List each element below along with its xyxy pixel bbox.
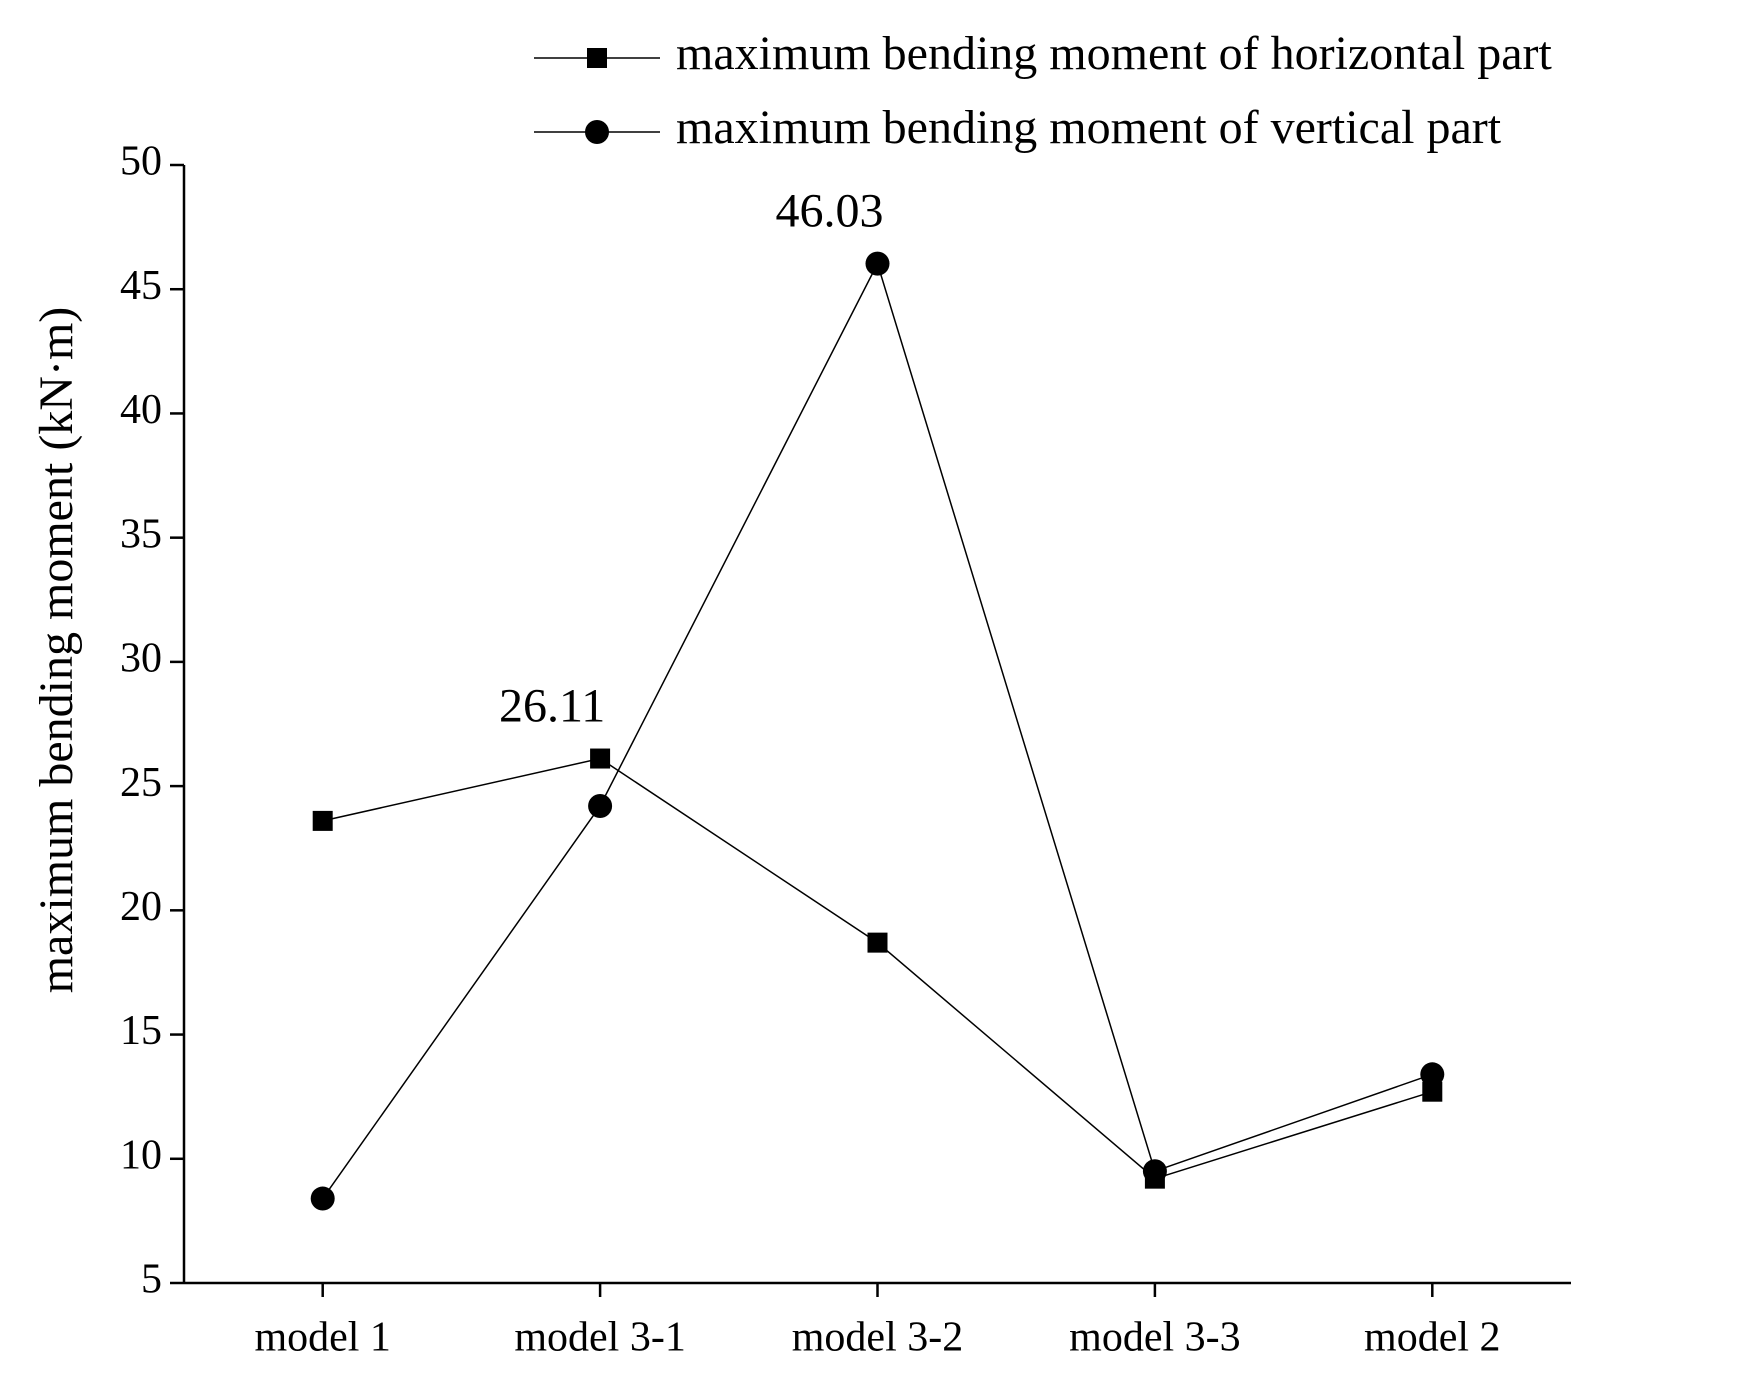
x-tick-label: model 3-3 (1069, 1315, 1240, 1361)
y-tick-label: 45 (120, 263, 162, 309)
data-point (1422, 1081, 1443, 1102)
legend-marker (585, 120, 609, 144)
data-point (588, 793, 613, 818)
x-tick-label: model 3-2 (792, 1315, 963, 1361)
data-point (1420, 1062, 1445, 1087)
data-point (590, 748, 611, 769)
data-point (312, 810, 333, 831)
x-tick-label: model 1 (254, 1315, 390, 1361)
y-tick-label: 15 (120, 1008, 162, 1054)
legend-marker (587, 48, 607, 68)
data-point (310, 1186, 335, 1211)
x-tick-label: model 3-1 (514, 1315, 685, 1361)
data-point (865, 251, 890, 276)
y-tick-label: 50 (120, 139, 162, 185)
series-line (322, 757, 1433, 1180)
y-tick-label: 35 (120, 511, 162, 557)
y-tick-label: 30 (120, 636, 162, 682)
series-line (322, 261, 1433, 1199)
legend-label: maximum bending moment of horizontal par… (676, 27, 1552, 80)
data-point (867, 932, 888, 953)
data-label: 46.03 (776, 185, 884, 238)
y-tick-label: 40 (120, 387, 162, 433)
y-tick-label: 20 (120, 884, 162, 930)
data-label: 26.11 (499, 680, 605, 733)
y-tick-label: 10 (120, 1132, 162, 1178)
legend-label: maximum bending moment of vertical part (676, 101, 1502, 154)
y-tick-label: 25 (120, 760, 162, 806)
y-tick-label: 5 (141, 1257, 162, 1303)
data-point (1142, 1159, 1167, 1184)
y-axis-label: maximum bending moment (kN·m) (30, 307, 83, 994)
x-tick-label: model 2 (1364, 1315, 1500, 1361)
